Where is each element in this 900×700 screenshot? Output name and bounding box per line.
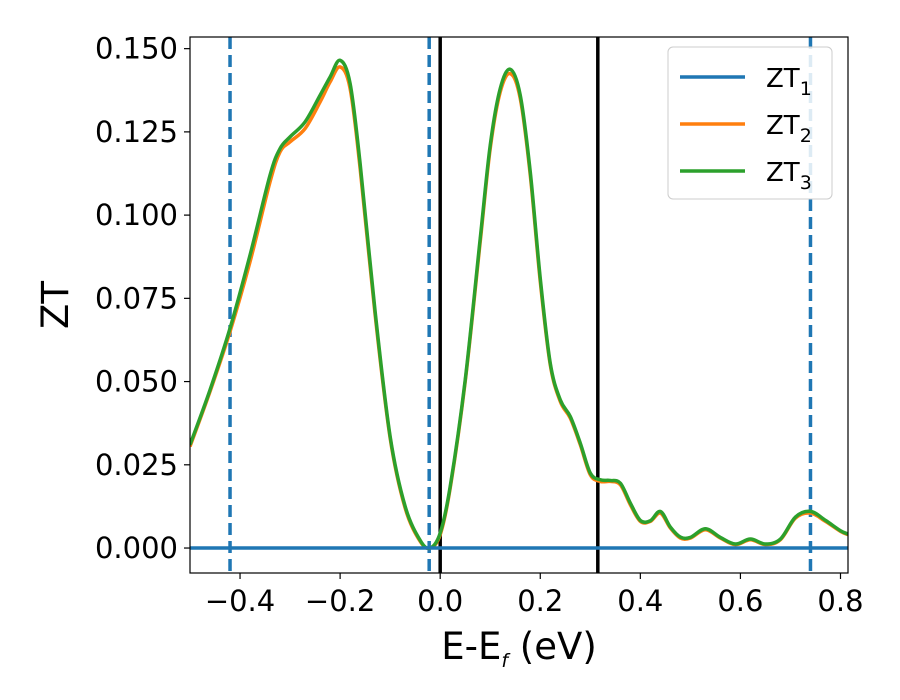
- y-axis-ticks: 0.000 0.025 0.050 0.075 0.100 0.125 0.150: [95, 32, 190, 565]
- y-axis-label: ZT: [34, 281, 77, 329]
- legend-label-zt2: ZT2: [766, 111, 812, 147]
- y-tick-label: 0.000: [95, 531, 178, 565]
- vertical-reference-lines: [228, 37, 813, 573]
- series-lines: [190, 58, 848, 551]
- legend-label-zt3: ZT3: [766, 158, 812, 194]
- legend-box: [667, 46, 833, 200]
- legend-label-zt1: ZT1: [766, 64, 812, 100]
- x-tick-label: 0.0: [417, 584, 463, 618]
- x-tick-label: −0.2: [305, 584, 375, 618]
- x-tick-label: 0.2: [517, 584, 563, 618]
- y-tick-label: 0.150: [95, 32, 178, 66]
- x-axis-ticks: −0.4 −0.2 0.0 0.2 0.4 0.6 0.8: [205, 573, 864, 618]
- x-tick-label: −0.4: [205, 584, 275, 618]
- y-tick-label: 0.075: [95, 281, 178, 315]
- x-tick-label: 0.8: [817, 584, 863, 618]
- y-tick-label: 0.025: [95, 448, 178, 482]
- x-tick-label: 0.4: [617, 584, 663, 618]
- x-tick-label: 0.6: [717, 584, 763, 618]
- y-tick-label: 0.050: [95, 365, 178, 399]
- legend: ZT1 ZT2 ZT3: [667, 46, 833, 200]
- y-tick-label: 0.125: [95, 115, 178, 149]
- plot-frame: [189, 36, 849, 574]
- y-tick-label: 0.100: [95, 198, 178, 232]
- series-line-zt3: [190, 58, 848, 551]
- x-axis-label: E-Ef (eV): [441, 625, 597, 672]
